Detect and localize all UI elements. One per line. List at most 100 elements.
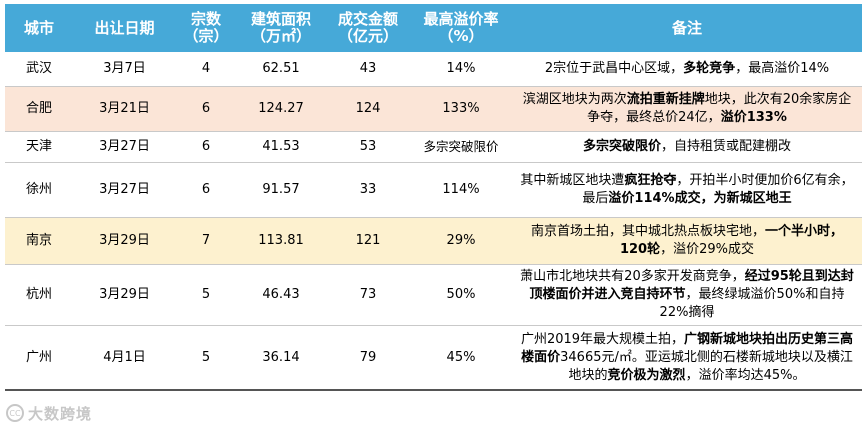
cell-city: 杭州 bbox=[5, 264, 73, 326]
table-row-guangzhou: 广州 4月1日 5 36.14 79 45% 广州2019年最大规模土拍，广钢新… bbox=[5, 325, 862, 391]
header-count-line2: （宗） bbox=[183, 27, 229, 45]
cell-date: 3月7日 bbox=[73, 52, 176, 87]
cell-premium: 29% bbox=[410, 217, 512, 265]
note-part-bold: 一个半小时，120轮 bbox=[619, 224, 844, 257]
cell-city: 合肥 bbox=[5, 86, 73, 132]
header-amount-line1: 成交金额 bbox=[337, 10, 398, 28]
note-part-bold: 多宗突破限价 bbox=[582, 139, 661, 154]
note-part: 2宗位于武昌中心区域， bbox=[544, 61, 684, 76]
cell-amount: 73 bbox=[326, 264, 410, 326]
cell-date: 4月1日 bbox=[73, 325, 176, 391]
watermark-logo-icon: CC bbox=[6, 404, 24, 422]
note-part: ，开拍半小时便加价6亿有余，最后 bbox=[582, 173, 854, 206]
note-part: ，自持租赁或配建棚改 bbox=[661, 139, 792, 154]
watermark-text: 大数跨境 bbox=[28, 404, 93, 423]
note-part-bold: 疯狂抢夺 bbox=[624, 173, 677, 188]
cell-amount: 124 bbox=[326, 86, 410, 132]
cell-area: 46.43 bbox=[236, 264, 326, 326]
cell-note: 南京首场土拍，其中城北热点板块宅地，一个半小时，120轮，溢价29%成交 bbox=[512, 217, 862, 265]
note-part: ，溢价率均达45%。 bbox=[685, 367, 806, 383]
header-area: 建筑面积 （万㎡） bbox=[236, 4, 326, 52]
cell-premium: 50% bbox=[410, 264, 512, 326]
land-auction-table: 城市 出让日期 宗数 （宗） 建筑面积 （万㎡） 成交金额 （亿元） 最高溢价率… bbox=[5, 4, 862, 391]
cell-city: 天津 bbox=[5, 131, 73, 163]
cell-date: 3月27日 bbox=[73, 131, 176, 163]
note-part-bold: 溢价133% bbox=[720, 110, 787, 125]
cell-amount: 43 bbox=[326, 52, 410, 87]
cell-premium: 多宗突破限价 bbox=[410, 131, 512, 163]
cell-area: 62.51 bbox=[236, 52, 326, 87]
cell-date: 3月21日 bbox=[73, 86, 176, 132]
note-part: ，溢价29%成交 bbox=[660, 242, 755, 257]
table-row-xuzhou: 徐州 3月27日 6 91.57 33 114% 其中新城区地块遭疯狂抢夺，开拍… bbox=[5, 162, 862, 218]
note-part: 广州2019年最大规模土拍， bbox=[520, 331, 685, 347]
cell-city: 徐州 bbox=[5, 162, 73, 218]
cell-count: 7 bbox=[176, 217, 236, 265]
note-part-bold: 流拍重新挂牌 bbox=[626, 92, 705, 107]
cell-amount: 33 bbox=[326, 162, 410, 218]
note-part: ，最终绿城溢价50%和自持22%摘得 bbox=[659, 287, 845, 320]
note-part-bold: 广钢新城地块拍出历史第三高楼面价 bbox=[521, 331, 854, 365]
header-premium-line2: （%） bbox=[438, 27, 484, 45]
note-part: 地块，此次有20余家房企争夺，最终总价24亿， bbox=[587, 92, 852, 125]
cell-area: 41.53 bbox=[236, 131, 326, 163]
cell-count: 4 bbox=[176, 52, 236, 87]
cell-count: 6 bbox=[176, 131, 236, 163]
cell-premium: 114% bbox=[410, 162, 512, 218]
header-count-line1: 宗数 bbox=[190, 10, 221, 28]
cell-note: 多宗突破限价，自持租赁或配建棚改 bbox=[512, 131, 862, 163]
header-count: 宗数 （宗） bbox=[176, 4, 236, 52]
cell-premium: 14% bbox=[410, 52, 512, 87]
table-row-tianjin: 天津 3月27日 6 41.53 53 多宗突破限价 多宗突破限价，自持租赁或配… bbox=[5, 131, 862, 163]
cell-date: 3月29日 bbox=[73, 264, 176, 326]
cell-premium: 133% bbox=[410, 86, 512, 132]
cell-date: 3月27日 bbox=[73, 162, 176, 218]
cell-amount: 53 bbox=[326, 131, 410, 163]
cell-amount: 79 bbox=[326, 325, 410, 391]
cell-area: 36.14 bbox=[236, 325, 326, 391]
cell-note: 其中新城区地块遭疯狂抢夺，开拍半小时便加价6亿有余，最后溢价114%成交，为新城… bbox=[512, 162, 862, 218]
cell-area: 113.81 bbox=[236, 217, 326, 265]
note-part-bold: 竞价极为激烈 bbox=[607, 367, 686, 383]
header-notes: 备注 bbox=[512, 4, 862, 52]
note-part: ，最高溢价14% bbox=[735, 61, 830, 76]
cell-count: 5 bbox=[176, 264, 236, 326]
note-part-bold: 多轮竞争 bbox=[683, 61, 736, 76]
header-city: 城市 bbox=[5, 4, 73, 52]
cell-city: 南京 bbox=[5, 217, 73, 265]
note-part: 滨湖区地块为两次 bbox=[522, 92, 627, 107]
note-part: 南京首场土拍，其中城北热点板块宅地， bbox=[530, 224, 765, 239]
cell-area: 124.27 bbox=[236, 86, 326, 132]
cell-premium: 45% bbox=[410, 325, 512, 391]
header-premium: 最高溢价率 （%） bbox=[410, 4, 512, 52]
cell-count: 6 bbox=[176, 162, 236, 218]
note-part-bold: 溢价114%成交，为新城区地王 bbox=[608, 191, 792, 206]
note-part-bold: 经过95轮且到达封顶楼面价并进入竞自持环节 bbox=[529, 269, 854, 302]
header-amount: 成交金额 （亿元） bbox=[326, 4, 410, 52]
cell-note: 滨湖区地块为两次流拍重新挂牌地块，此次有20余家房企争夺，最终总价24亿，溢价1… bbox=[512, 86, 862, 132]
header-row: 城市 出让日期 宗数 （宗） 建筑面积 （万㎡） 成交金额 （亿元） 最高溢价率… bbox=[5, 4, 862, 52]
note-part: 萧山市北地块共有20多家开发商竞争， bbox=[520, 269, 745, 284]
table-row-hangzhou: 杭州 3月29日 5 46.43 73 50% 萧山市北地块共有20多家开发商竞… bbox=[5, 264, 862, 326]
cell-count: 6 bbox=[176, 86, 236, 132]
cell-count: 5 bbox=[176, 325, 236, 391]
header-amount-line2: （亿元） bbox=[337, 27, 398, 45]
note-part: 34665元/㎡。亚运城北侧的石楼新城地块以及横江地块的 bbox=[560, 349, 853, 383]
table-row-wuhan: 武汉 3月7日 4 62.51 43 14% 2宗位于武昌中心区域，多轮竞争，最… bbox=[5, 52, 862, 87]
header-area-line1: 建筑面积 bbox=[250, 10, 311, 28]
header-area-line2: （万㎡） bbox=[250, 27, 311, 45]
cell-date: 3月29日 bbox=[73, 217, 176, 265]
watermark: CC 大数跨境 bbox=[6, 402, 92, 424]
cell-note: 2宗位于武昌中心区域，多轮竞争，最高溢价14% bbox=[512, 52, 862, 87]
cell-amount: 121 bbox=[326, 217, 410, 265]
note-part: 其中新城区地块遭 bbox=[520, 173, 625, 188]
cell-city: 广州 bbox=[5, 325, 73, 391]
header-date: 出让日期 bbox=[73, 4, 176, 52]
cell-area: 91.57 bbox=[236, 162, 326, 218]
cell-note: 萧山市北地块共有20多家开发商竞争，经过95轮且到达封顶楼面价并进入竞自持环节，… bbox=[512, 264, 862, 326]
cell-city: 武汉 bbox=[5, 52, 73, 87]
header-premium-line1: 最高溢价率 bbox=[423, 10, 499, 28]
table-row-nanjing: 南京 3月29日 7 113.81 121 29% 南京首场土拍，其中城北热点板… bbox=[5, 217, 862, 265]
table-row-hefei: 合肥 3月21日 6 124.27 124 133% 滨湖区地块为两次流拍重新挂… bbox=[5, 86, 862, 132]
